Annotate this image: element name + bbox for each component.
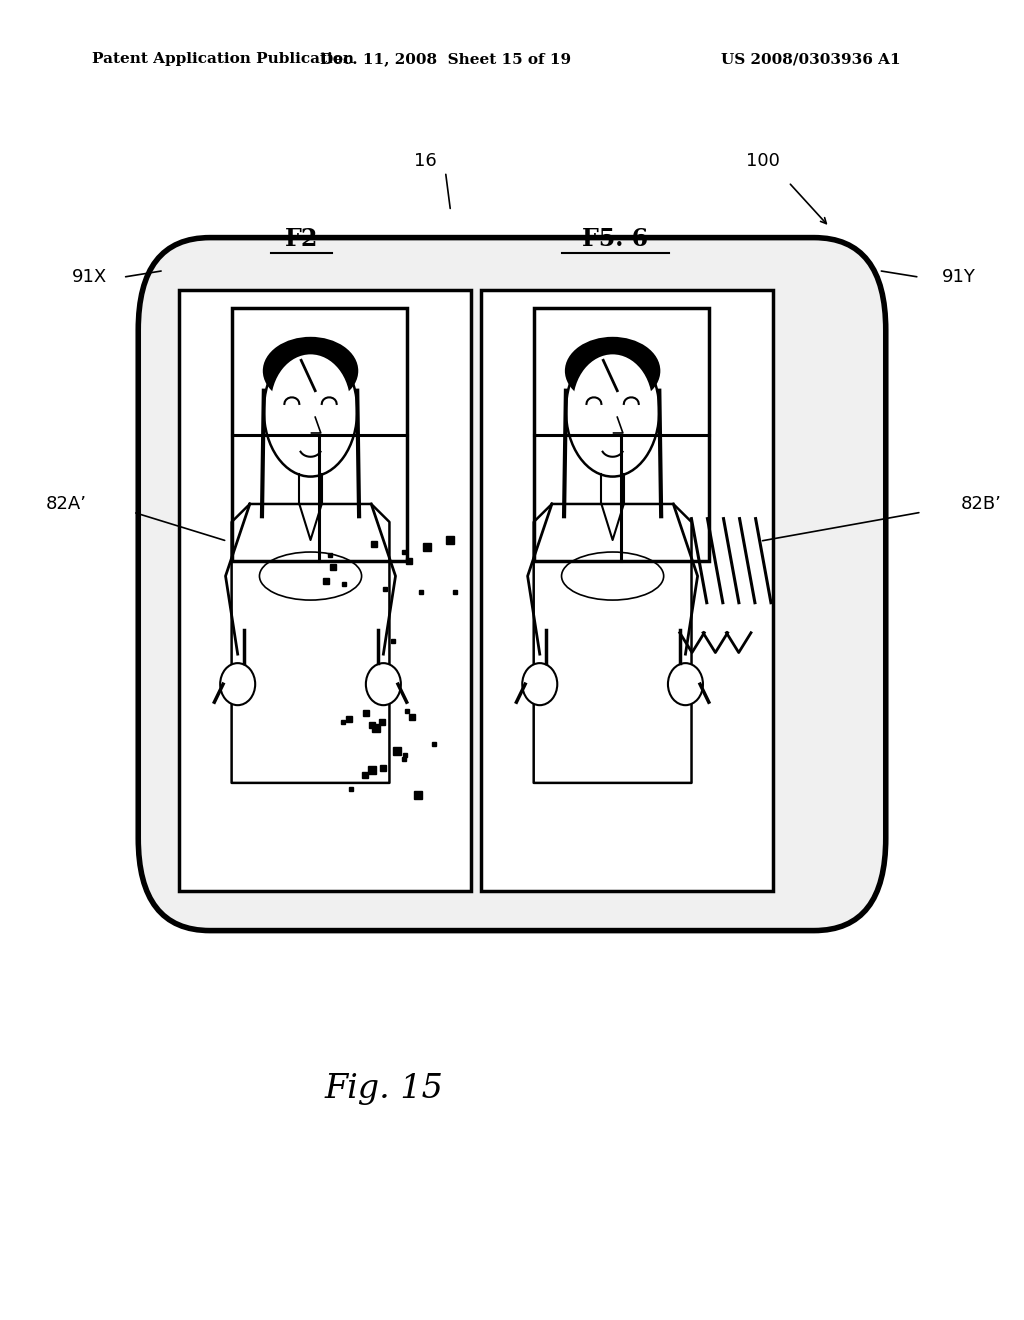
Text: 91X: 91X — [73, 268, 108, 286]
Text: 82B’: 82B’ — [961, 495, 1001, 513]
Bar — [481, 290, 773, 891]
Ellipse shape — [220, 663, 255, 705]
FancyBboxPatch shape — [138, 238, 886, 931]
Ellipse shape — [566, 345, 659, 477]
Ellipse shape — [259, 552, 361, 601]
Ellipse shape — [668, 663, 702, 705]
Text: 16: 16 — [414, 152, 436, 170]
Text: Patent Application Publication: Patent Application Publication — [92, 53, 354, 66]
Ellipse shape — [264, 345, 357, 477]
Text: F2: F2 — [285, 227, 318, 251]
Bar — [179, 290, 471, 891]
Text: Dec. 11, 2008  Sheet 15 of 19: Dec. 11, 2008 Sheet 15 of 19 — [319, 53, 571, 66]
Ellipse shape — [366, 663, 400, 705]
Ellipse shape — [522, 663, 557, 705]
Bar — [534, 309, 709, 561]
Text: US 2008/0303936 A1: US 2008/0303936 A1 — [722, 53, 901, 66]
Text: 100: 100 — [745, 152, 780, 170]
Text: 91Y: 91Y — [942, 268, 976, 286]
Text: 82A’: 82A’ — [46, 495, 87, 513]
Ellipse shape — [572, 354, 652, 454]
Ellipse shape — [270, 354, 350, 454]
Text: Fig. 15: Fig. 15 — [325, 1073, 443, 1105]
Ellipse shape — [561, 552, 664, 601]
Ellipse shape — [264, 338, 357, 404]
Ellipse shape — [566, 338, 659, 404]
Bar — [231, 309, 407, 561]
Text: F5. 6: F5. 6 — [583, 227, 648, 251]
